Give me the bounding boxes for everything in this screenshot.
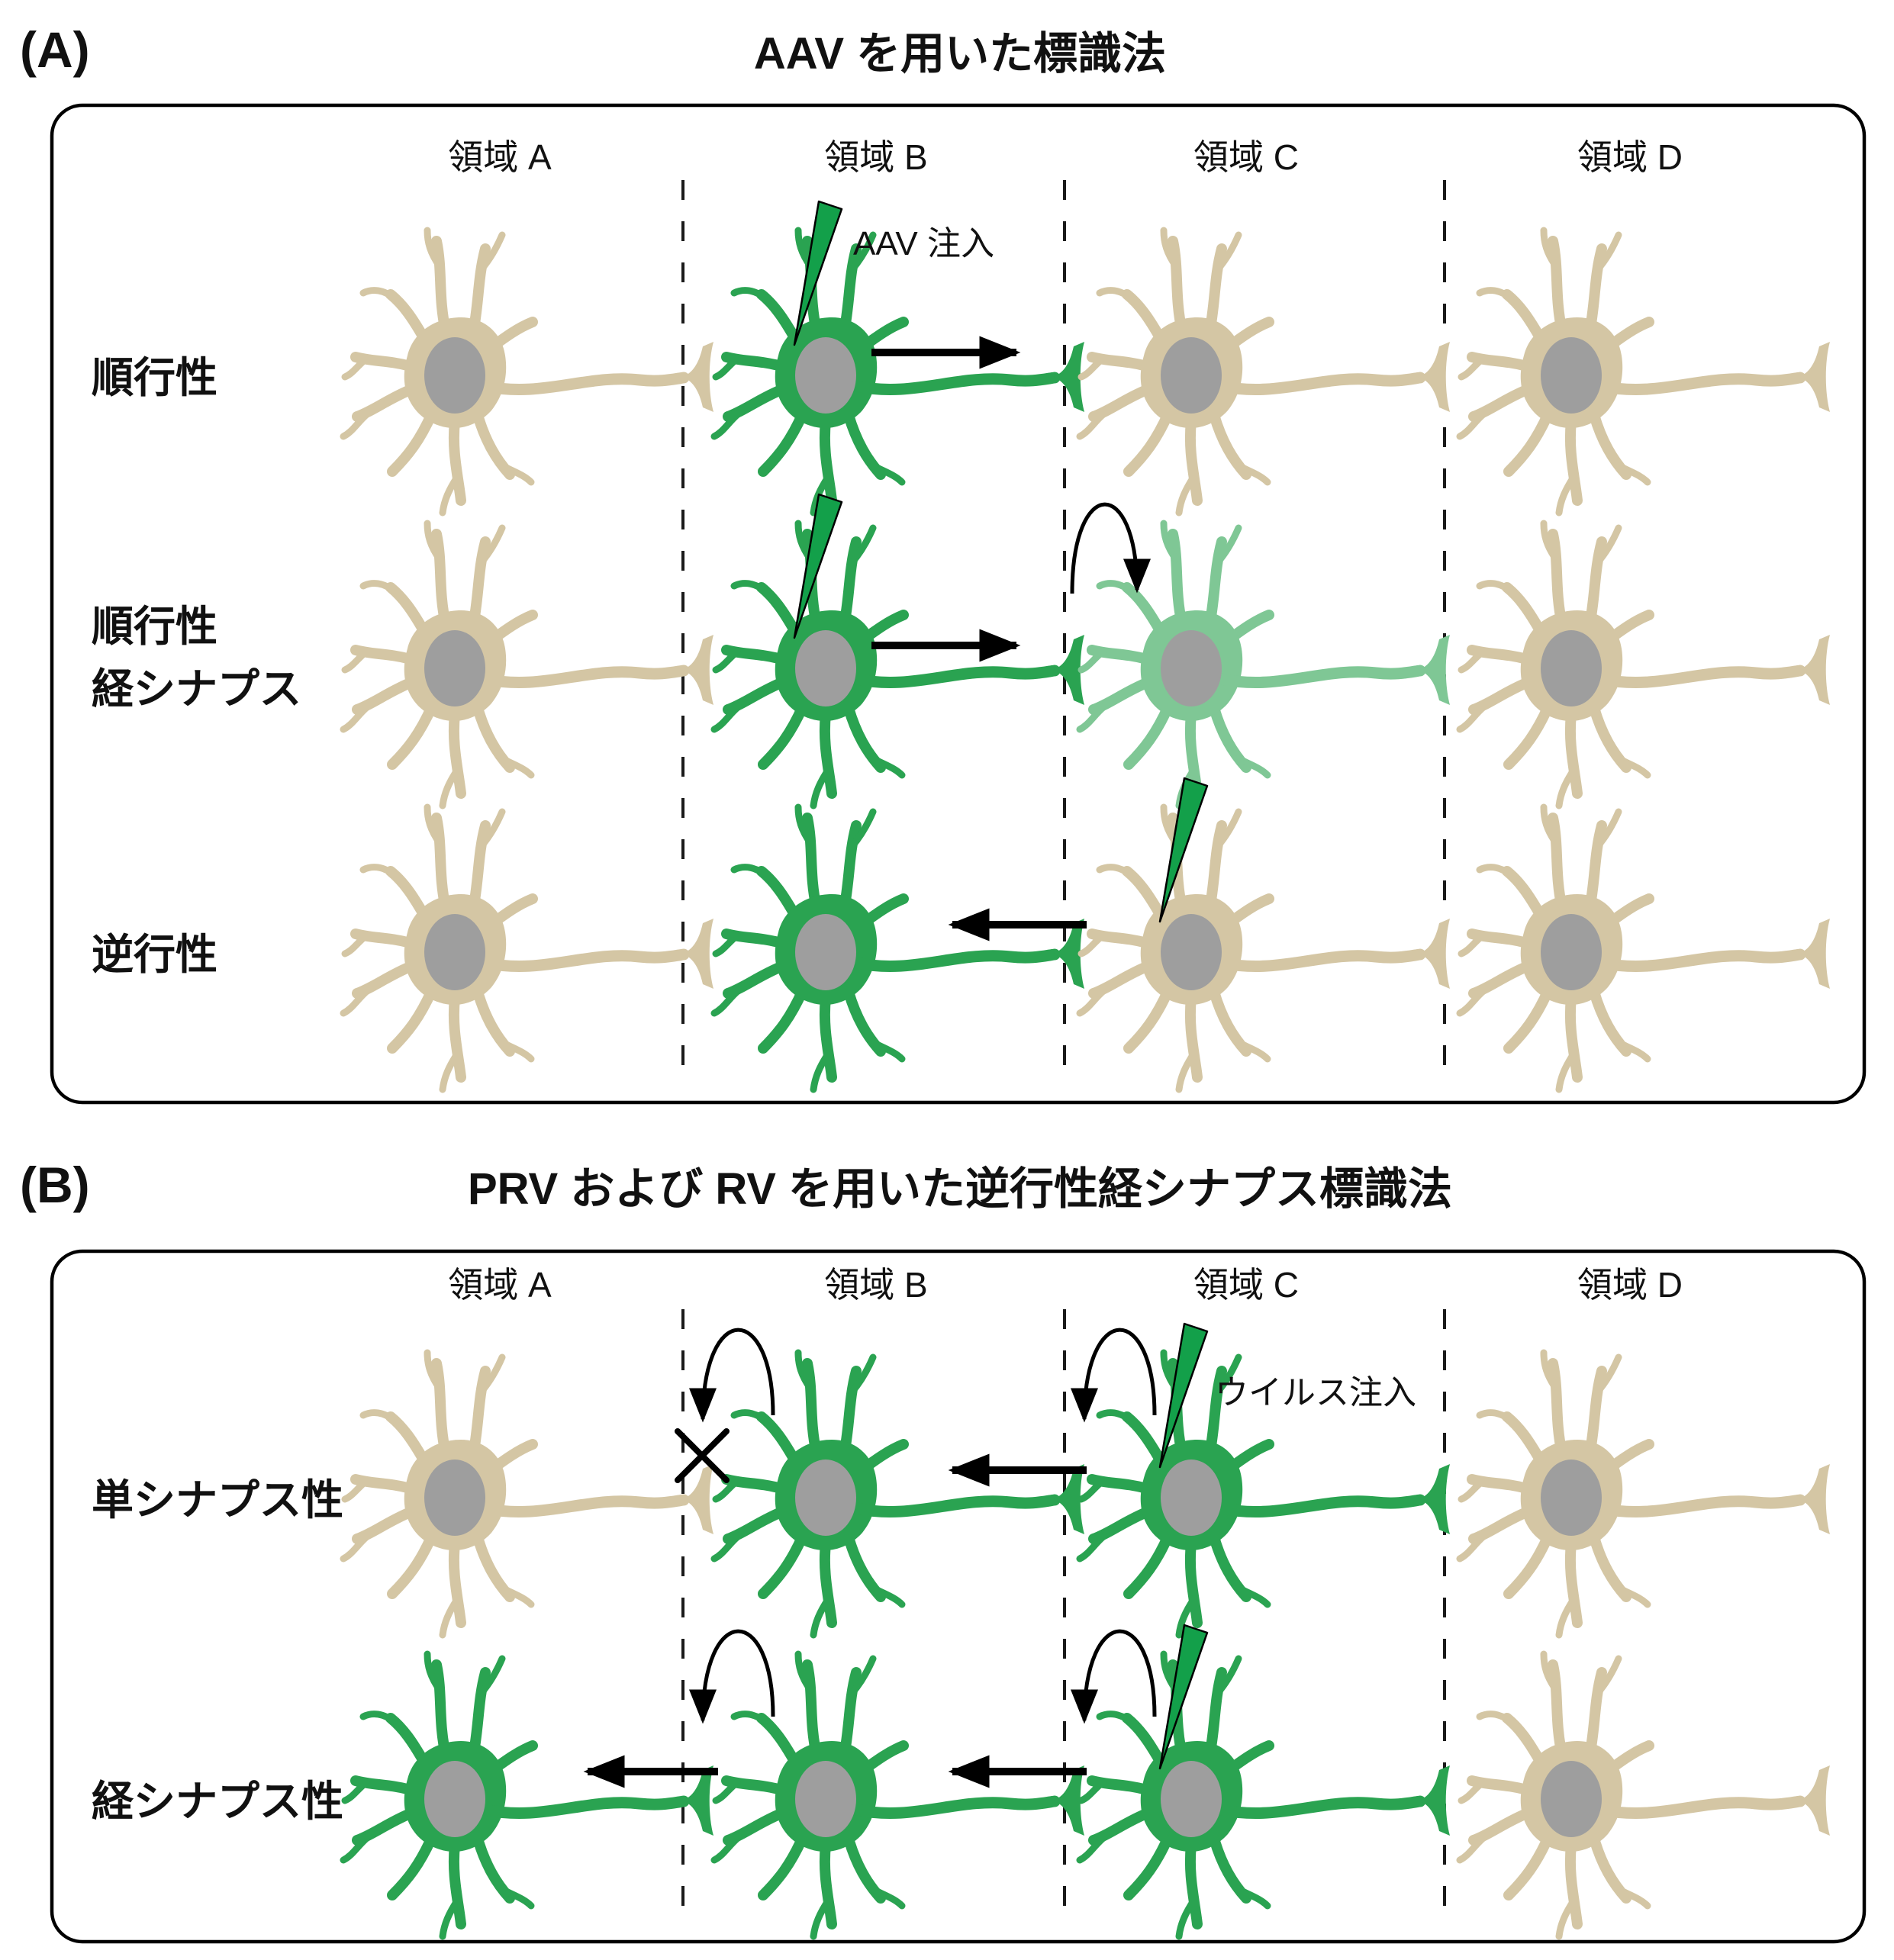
neuron-region-B	[714, 807, 1084, 1089]
panel-B-box	[50, 1249, 1867, 1944]
region-label: 領域 C	[1193, 1265, 1299, 1305]
injection-label: ウイルス注入	[1215, 1374, 1416, 1411]
synapse-hop-arrow	[1071, 1328, 1157, 1423]
panel-A-box	[50, 103, 1867, 1105]
neuron-region-D	[1460, 1353, 1830, 1635]
row-label: 経シナプス	[92, 665, 301, 713]
row-retrograde: 逆行性	[92, 777, 1830, 1089]
region-label: 領域 D	[1577, 1265, 1683, 1305]
synapse-hop-arrow	[1070, 502, 1151, 594]
neuron-region-A	[343, 807, 713, 1089]
row-label: 逆行性	[92, 931, 217, 978]
neuron-region-C	[1080, 807, 1450, 1089]
neuron-region-A	[343, 230, 713, 513]
blocked-synapse-x-icon	[675, 1428, 730, 1483]
neuron-region-C	[1080, 1654, 1450, 1936]
row-transsynaptic: 経シナプス性	[92, 1624, 1830, 1936]
neuron-region-D	[1460, 230, 1830, 513]
neuron-region-B	[714, 230, 1084, 513]
neuron-region-C	[1080, 230, 1450, 513]
neuron-region-D	[1460, 1654, 1830, 1936]
synapse-hop-arrow	[689, 1629, 775, 1724]
row-label: 単シナプス性	[92, 1476, 343, 1524]
synapse-hop-arrow	[689, 1328, 775, 1423]
neuron-region-D	[1460, 523, 1830, 806]
neuron-region-A	[343, 1353, 713, 1635]
neuron-region-B	[714, 1353, 1084, 1635]
region-label: 領域 A	[448, 1265, 552, 1305]
panel-A-title: AAV を用いた標識法	[754, 29, 1166, 79]
panel-B-title: PRV および RV を用いた逆行性経シナプス標識法	[468, 1164, 1452, 1214]
neuron-region-D	[1460, 807, 1830, 1089]
neuron-region-B	[714, 523, 1084, 806]
neuron-region-A	[343, 1654, 713, 1936]
panel-A-tag: (A)	[20, 21, 90, 78]
region-label: 領域 D	[1577, 137, 1683, 177]
panel-B-tag: (B)	[20, 1157, 90, 1213]
synapse-hop-arrow	[1071, 1629, 1157, 1724]
region-label: 領域 B	[824, 1265, 927, 1305]
row-label: 順行性	[92, 603, 217, 650]
row-monosynaptic: 単シナプス性 ウイルス注入	[92, 1322, 1830, 1635]
region-label: 領域 A	[448, 137, 552, 177]
row-anterograde: 順行性 AAV 注入	[92, 200, 1830, 513]
x-stroke	[675, 1428, 730, 1483]
row-label: 順行性	[92, 354, 217, 401]
injection-label: AAV 注入	[853, 225, 994, 262]
region-label: 領域 B	[824, 137, 927, 177]
region-label: 領域 C	[1193, 137, 1299, 177]
neuron-region-A	[343, 523, 713, 806]
neuron-region-B	[714, 1654, 1084, 1936]
row-label: 経シナプス性	[92, 1778, 343, 1825]
